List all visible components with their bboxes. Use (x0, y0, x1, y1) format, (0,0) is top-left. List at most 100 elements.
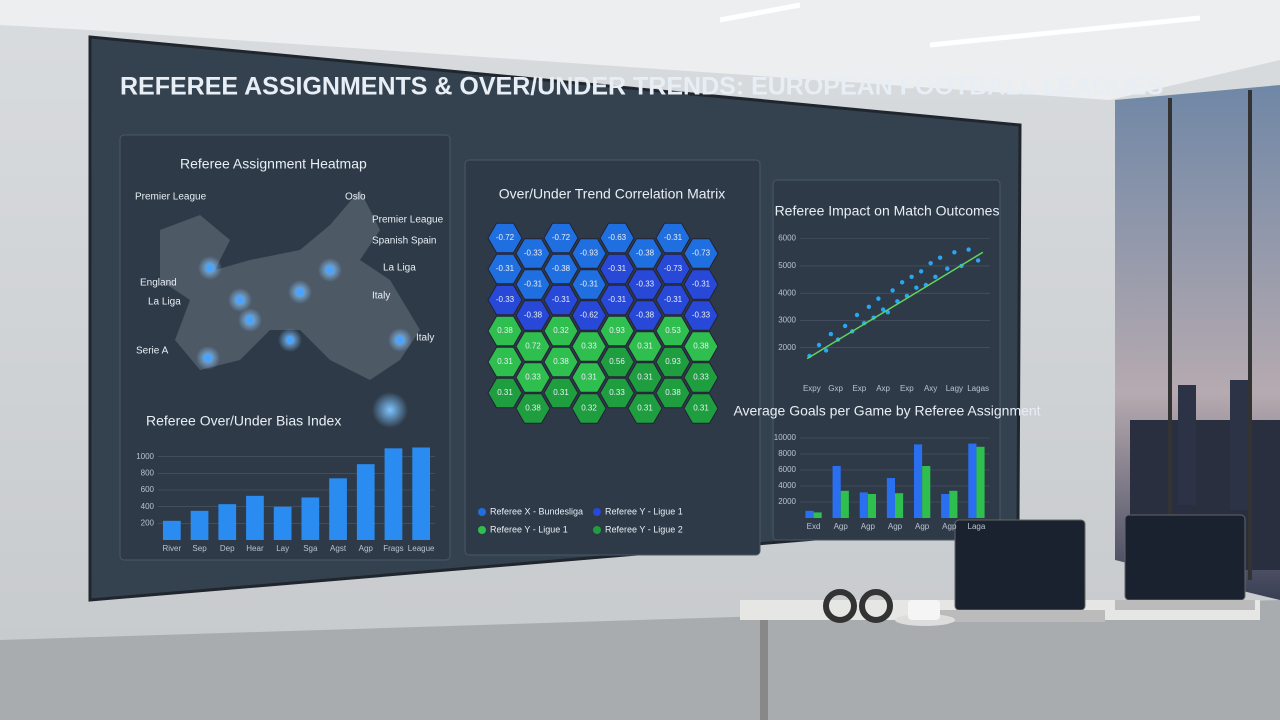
point (890, 288, 895, 293)
point (933, 274, 938, 280)
hex-label: -0.33 (692, 311, 711, 320)
point (823, 348, 829, 353)
headphones (859, 589, 893, 623)
map-point (236, 296, 244, 304)
y-tick-label: 2000 (778, 497, 796, 506)
hex-label: 0.38 (497, 326, 513, 335)
hex-label: 0.31 (497, 388, 513, 397)
map-label: England (140, 278, 177, 289)
bar (329, 478, 347, 540)
map-label: Premier League (372, 215, 444, 226)
point (918, 269, 924, 274)
x-tick-label: Lay (276, 544, 289, 553)
bar (218, 504, 237, 540)
bar (832, 466, 841, 518)
x-tick-label: Agst (330, 544, 347, 553)
hex-label: 0.56 (609, 357, 625, 366)
hex-label: -0.93 (580, 249, 599, 258)
hex-cell (655, 222, 691, 254)
x-tick-label: League (408, 544, 435, 553)
hex-cell (627, 238, 663, 269)
chart-title: Referee Over/Under Bias Index (146, 413, 341, 429)
bar (190, 510, 209, 540)
point (842, 323, 848, 329)
x-tick-label: Gxp (828, 384, 843, 393)
map-label: Italy (416, 333, 434, 344)
hex-cell (543, 284, 579, 316)
hex-cell (487, 222, 523, 254)
point (876, 296, 881, 301)
hex-label: 0.33 (609, 388, 625, 397)
hex-label: -0.31 (496, 264, 515, 273)
hex-label: -0.38 (636, 311, 655, 320)
legend-swatch (593, 508, 601, 516)
hex-label: 0.32 (581, 404, 597, 413)
hex-label: 0.93 (609, 326, 625, 335)
hex-label: -0.63 (608, 233, 627, 242)
legend-swatch (478, 526, 486, 534)
bar (840, 490, 849, 518)
bar (162, 520, 181, 540)
hex-label: -0.72 (552, 233, 571, 242)
hex-label: 0.38 (525, 404, 541, 413)
laptop-base (1115, 600, 1255, 610)
y-tick-label: 10000 (774, 433, 797, 442)
hex-label: 0.31 (637, 404, 653, 413)
bar (922, 466, 931, 518)
point (880, 307, 886, 312)
bar (859, 492, 868, 518)
map-label: Italy (372, 291, 390, 302)
hex-cell (571, 300, 607, 331)
hex-cell (599, 253, 635, 285)
bar (412, 447, 431, 540)
hex-label: -0.38 (524, 311, 543, 320)
hex-label: -0.62 (580, 311, 599, 320)
hex-label: -0.33 (496, 295, 515, 304)
hex-cell (515, 300, 551, 331)
y-tick-label: 2000 (778, 343, 796, 352)
ceiling-light (929, 15, 1201, 48)
y-tick-label: 800 (141, 468, 155, 477)
legend-label: Referee Y - Ligue 1 (605, 506, 683, 516)
bar (813, 512, 822, 518)
hex-cell (543, 253, 579, 285)
hex-cell (627, 269, 663, 300)
hex-label: 0.32 (553, 326, 569, 335)
hex-label: 0.31 (497, 357, 513, 366)
hex-label: 0.72 (525, 342, 541, 351)
building (1230, 380, 1252, 510)
cup (908, 600, 940, 620)
hex-cell (655, 253, 691, 285)
legend-label: Referee Y - Ligue 1 (490, 524, 568, 534)
hex-label: -0.33 (524, 249, 543, 258)
hex-cell (683, 269, 719, 300)
hex-label: 0.38 (553, 357, 569, 366)
desk-leg (760, 620, 768, 720)
map-label: La Liga (148, 297, 181, 308)
chart-title: Over/Under Trend Correlation Matrix (499, 186, 725, 202)
hex-cell (571, 269, 607, 300)
x-tick-label: Agp (834, 522, 849, 531)
hex-label: 0.31 (553, 388, 569, 397)
hex-cell (515, 269, 551, 300)
point (952, 250, 957, 255)
hex-cell (599, 222, 635, 254)
point (937, 255, 943, 260)
point (866, 304, 872, 310)
x-tick-label: Exd (807, 522, 821, 531)
bar (246, 495, 264, 540)
hex-cell (487, 377, 523, 409)
x-tick-label: River (163, 544, 182, 553)
hex-label: 0.33 (581, 342, 597, 351)
legend-swatch (593, 526, 601, 534)
hex-label: 0.31 (637, 342, 653, 351)
bar (384, 448, 403, 540)
hex-label: 0.33 (525, 373, 541, 382)
bar (273, 506, 292, 540)
panel (772, 179, 1001, 541)
chart-title: Referee Assignment Heatmap (180, 156, 367, 172)
map-point (246, 316, 254, 324)
x-tick-label: Frags (383, 544, 403, 553)
hex-label: -0.73 (692, 249, 711, 258)
